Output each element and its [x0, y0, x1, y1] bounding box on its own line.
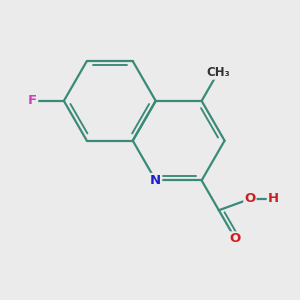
- Text: CH₃: CH₃: [206, 66, 230, 79]
- Text: N: N: [150, 174, 161, 187]
- Text: O: O: [230, 232, 241, 245]
- Text: H: H: [268, 192, 279, 206]
- Text: O: O: [244, 192, 256, 206]
- Text: F: F: [28, 94, 37, 107]
